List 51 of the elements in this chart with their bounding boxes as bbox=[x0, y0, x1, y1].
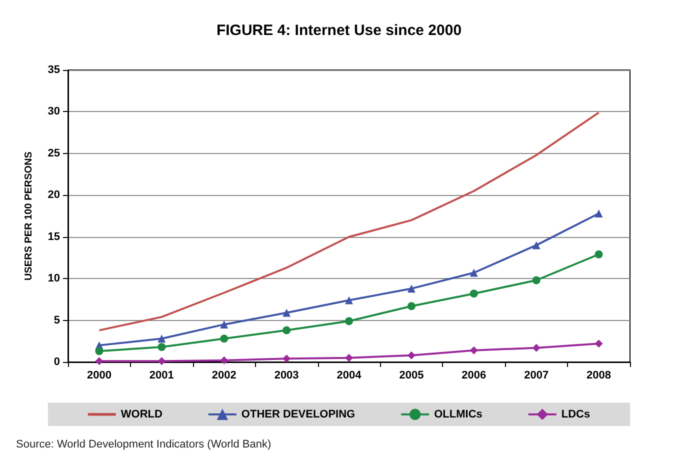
point bbox=[220, 334, 228, 343]
point bbox=[282, 326, 291, 334]
point bbox=[594, 209, 603, 218]
x-tick-label: 2007 bbox=[524, 370, 549, 382]
x-tick-label: 2001 bbox=[149, 370, 174, 382]
point bbox=[594, 250, 603, 258]
point bbox=[158, 357, 166, 366]
legend-label: OLLMICs bbox=[434, 408, 482, 420]
y-tick-label: 10 bbox=[48, 272, 60, 285]
source-note: Source: World Development Indicators (World Bank) bbox=[16, 438, 272, 450]
point bbox=[470, 268, 478, 277]
point bbox=[345, 354, 353, 362]
y-tick-label: 20 bbox=[48, 189, 60, 202]
x-tick-label: 2002 bbox=[212, 370, 236, 382]
point bbox=[532, 241, 540, 250]
point bbox=[407, 302, 416, 310]
chart-title: FIGURE 4: Internet Use since 2000 bbox=[216, 22, 462, 39]
y-tick-label: 5 bbox=[54, 314, 60, 326]
line-series bbox=[98, 112, 600, 332]
point bbox=[532, 276, 540, 284]
point bbox=[345, 296, 353, 304]
y-tick-label: 25 bbox=[48, 147, 60, 160]
point bbox=[470, 346, 478, 354]
legend-label: LDCs bbox=[561, 408, 590, 420]
y-tick-label: 35 bbox=[48, 64, 60, 76]
point bbox=[594, 340, 603, 348]
y-axis-title: USERS PER 100 PERSONS bbox=[24, 151, 34, 280]
point bbox=[407, 351, 416, 360]
point bbox=[282, 308, 291, 317]
x-tick-label: 2004 bbox=[336, 370, 362, 382]
y-tick-label: 15 bbox=[48, 230, 60, 243]
x-tick-label: 2005 bbox=[399, 370, 424, 382]
y-tick-label: 0 bbox=[54, 356, 60, 368]
y-tick-label: 30 bbox=[48, 106, 60, 118]
point bbox=[158, 342, 166, 351]
point bbox=[407, 284, 416, 293]
point bbox=[345, 317, 353, 326]
x-tick-label: 2008 bbox=[586, 370, 612, 382]
point bbox=[470, 290, 478, 298]
point bbox=[220, 356, 228, 364]
x-tick-label: 2003 bbox=[274, 370, 299, 382]
legend-label: OTHER DEVELOPING bbox=[241, 408, 356, 420]
point bbox=[95, 357, 104, 366]
point bbox=[532, 344, 540, 352]
legend-label: WORLD bbox=[120, 408, 162, 420]
point bbox=[158, 334, 166, 343]
point bbox=[95, 347, 104, 356]
point bbox=[282, 354, 291, 363]
x-tick-label: 2006 bbox=[462, 370, 486, 382]
point bbox=[220, 320, 228, 328]
x-tick-label: 2000 bbox=[86, 370, 112, 382]
